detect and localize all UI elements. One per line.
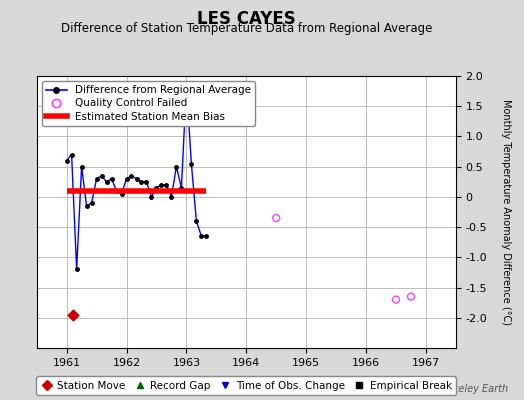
- Text: Berkeley Earth: Berkeley Earth: [436, 384, 508, 394]
- Y-axis label: Monthly Temperature Anomaly Difference (°C): Monthly Temperature Anomaly Difference (…: [501, 99, 511, 325]
- Legend: Station Move, Record Gap, Time of Obs. Change, Empirical Break: Station Move, Record Gap, Time of Obs. C…: [36, 376, 456, 395]
- Point: [272, 215, 280, 221]
- Point: [407, 294, 415, 300]
- Point: [69, 312, 77, 318]
- Point: [392, 296, 400, 303]
- Legend: Difference from Regional Average, Quality Control Failed, Estimated Station Mean: Difference from Regional Average, Qualit…: [42, 81, 255, 126]
- Text: Difference of Station Temperature Data from Regional Average: Difference of Station Temperature Data f…: [61, 22, 432, 35]
- Text: LES CAYES: LES CAYES: [197, 10, 296, 28]
